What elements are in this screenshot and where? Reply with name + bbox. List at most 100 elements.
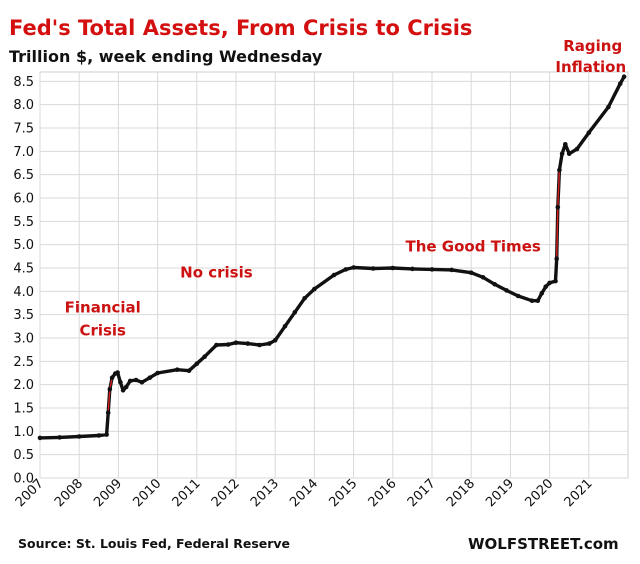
data-point — [96, 433, 102, 438]
data-point — [553, 278, 558, 284]
x-tick-label: 2015 — [326, 476, 360, 510]
data-point — [312, 286, 317, 292]
data-point — [57, 435, 62, 440]
data-point — [282, 324, 288, 329]
data-point — [586, 130, 592, 135]
annotations: Financial Crisis No crisis The Good Times Ra… — [65, 37, 627, 340]
y-tick-label: 4.0 — [13, 285, 34, 300]
data-point — [109, 375, 115, 381]
data-point — [617, 81, 623, 86]
data-point — [574, 146, 580, 152]
chart-subtitle: Trillion $, week ending Wednesday — [9, 47, 323, 66]
data-point — [76, 434, 82, 439]
data-point — [245, 341, 251, 346]
y-tick-label: 3.5 — [13, 308, 34, 323]
x-tick-label: 2010 — [130, 476, 164, 510]
y-axis: 0.0 0.5 1.0 1.5 2.0 2.5 3.0 3.5 4.0 4.5 5.0 5.5 6.0 6… — [13, 75, 34, 487]
chart-annotation: Financial — [65, 298, 141, 316]
chart-annotation: Raging — [563, 37, 622, 55]
y-tick-label: 5.0 — [13, 238, 34, 253]
x-tick-label: 2008 — [52, 476, 86, 510]
y-tick-label: 2.0 — [13, 378, 34, 393]
y-tick-label: 8.0 — [13, 98, 34, 113]
y-tick-label: 7.0 — [13, 145, 34, 160]
data-point — [139, 380, 145, 385]
data-point — [214, 342, 219, 348]
data-point — [547, 280, 552, 286]
data-point — [543, 284, 548, 290]
data-point — [123, 384, 129, 390]
data-point — [105, 410, 111, 416]
y-tick-label: 1.0 — [13, 425, 34, 440]
data-point — [155, 370, 160, 376]
data-point — [194, 361, 200, 367]
x-tick-label: 2014 — [287, 476, 321, 510]
data-point — [559, 151, 565, 156]
y-tick-label: 1.5 — [13, 402, 34, 417]
data-point — [107, 387, 113, 392]
brand-logo: WOLFSTREET.com — [468, 535, 619, 553]
x-tick-label: 2013 — [248, 476, 282, 510]
y-tick-label: 6.0 — [13, 192, 34, 207]
data-point — [351, 265, 356, 270]
data-point — [343, 267, 349, 272]
y-tick-label: 2.5 — [13, 355, 34, 370]
data-point — [267, 341, 272, 346]
data-point — [202, 354, 207, 360]
x-tick-label: 2017 — [405, 476, 439, 510]
data-point — [621, 74, 627, 79]
series-line — [38, 75, 626, 440]
data-point — [233, 340, 239, 346]
data-point — [566, 151, 572, 156]
data-point — [557, 167, 562, 173]
chart-title: Fed's Total Assets, From Crisis to Crisi… — [9, 16, 472, 40]
data-point — [554, 256, 559, 262]
x-tick-label: 2016 — [366, 476, 400, 510]
y-tick-label: 0.0 — [13, 472, 34, 487]
data-point — [104, 432, 109, 437]
chart-annotation: No crisis — [180, 263, 253, 281]
y-tick-label: 4.5 — [13, 262, 34, 277]
data-point — [127, 378, 133, 384]
data-point — [272, 338, 278, 343]
data-point — [449, 267, 454, 273]
data-point — [292, 310, 298, 315]
data-point — [468, 270, 474, 276]
data-point — [535, 298, 541, 304]
grid — [39, 71, 629, 479]
data-point — [225, 342, 231, 347]
data-point — [302, 296, 307, 301]
data-point — [257, 342, 262, 348]
x-tick-label: 2018 — [444, 476, 478, 510]
plot-area — [37, 74, 627, 441]
data-point — [429, 267, 435, 272]
data-point — [555, 205, 561, 210]
data-point — [480, 275, 486, 280]
x-tick-label: 2012 — [209, 476, 243, 510]
x-axis: 2007 2008 2009 2010 2011 2012 2013 2014 2015 2016… — [13, 476, 596, 510]
chart-annotation: The Good Times — [406, 238, 541, 256]
x-tick-label: 2011 — [170, 476, 204, 510]
data-point — [120, 388, 126, 393]
data-point — [370, 266, 376, 271]
y-tick-label: 3.0 — [13, 332, 34, 347]
data-point — [115, 370, 120, 375]
y-tick-label: 6.5 — [13, 168, 34, 183]
data-point — [492, 282, 498, 287]
data-point — [529, 298, 535, 304]
data-point — [606, 104, 611, 110]
y-tick-label: 7.5 — [13, 122, 34, 137]
data-point — [563, 142, 568, 147]
x-tick-label: 2019 — [483, 476, 517, 510]
x-tick-label: 2009 — [91, 476, 125, 510]
data-point — [174, 367, 180, 373]
data-point — [515, 293, 521, 299]
data-point — [331, 272, 337, 278]
data-point — [539, 290, 545, 296]
chart-annotation: Crisis — [79, 322, 126, 340]
data-point — [186, 368, 192, 374]
data-point — [390, 265, 396, 271]
data-point — [133, 377, 139, 383]
x-tick-label: 2021 — [562, 476, 596, 510]
